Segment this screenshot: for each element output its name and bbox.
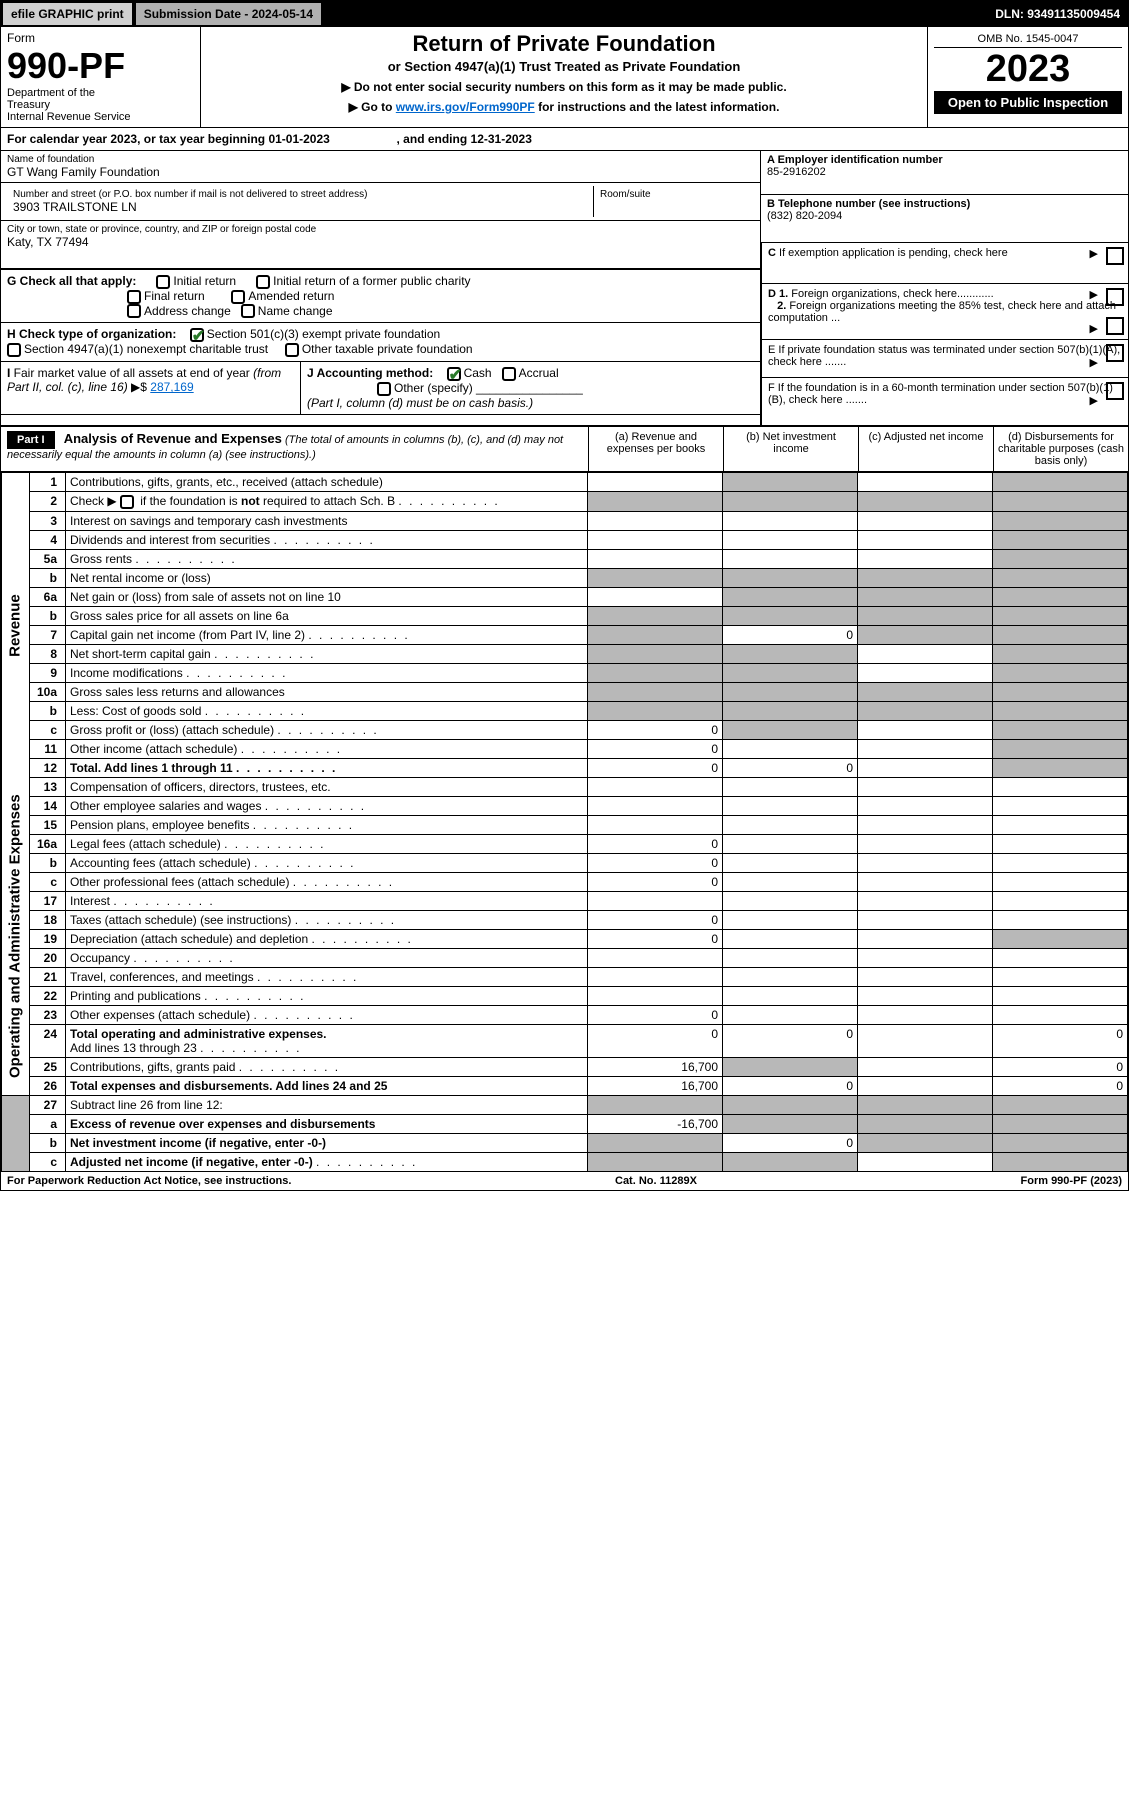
calendar-year-row: For calendar year 2023, or tax year begi… (1, 128, 1128, 151)
submission-date: Submission Date - 2024-05-14 (134, 1, 323, 27)
room-label: Room/suite (600, 189, 748, 200)
checkbox-sch-b[interactable] (120, 495, 134, 509)
section-c: C If exemption application is pending, c… (761, 243, 1128, 283)
part1-table: Revenue 1Contributions, gifts, grants, e… (1, 472, 1128, 1172)
revenue-side-label: Revenue (2, 473, 30, 778)
col-c-header: (c) Adjusted net income (858, 427, 993, 471)
checkbox-c[interactable] (1106, 247, 1124, 265)
checkbox-d2[interactable] (1106, 317, 1124, 335)
section-e: E If private foundation status was termi… (761, 339, 1128, 377)
open-public-badge: Open to Public Inspection (934, 91, 1122, 114)
section-i: I Fair market value of all assets at end… (1, 362, 301, 414)
city-label: City or town, state or province, country… (7, 224, 754, 235)
address: 3903 TRAILSTONE LN (13, 200, 587, 214)
city-state-zip: Katy, TX 77494 (7, 235, 754, 249)
section-f: F If the foundation is in a 60-month ter… (761, 377, 1128, 425)
checkbox-initial-return[interactable] (156, 275, 170, 289)
checkbox-initial-public[interactable] (256, 275, 270, 289)
telephone: (832) 820-2094 (767, 210, 1122, 222)
footer-mid: Cat. No. 11289X (615, 1175, 697, 1187)
form-word: Form (7, 31, 194, 45)
ein-label: A Employer identification number (767, 154, 1122, 166)
ein: 85-2916202 (767, 166, 1122, 178)
dept-treasury: Department of theTreasuryInternal Revenu… (7, 87, 194, 123)
section-j: J Accounting method: Cash Accrual Other … (301, 362, 760, 414)
checkbox-other-taxable[interactable] (285, 343, 299, 357)
part-label: Part I (7, 431, 55, 449)
foundation-name: GT Wang Family Foundation (7, 165, 754, 179)
tel-label: B Telephone number (see instructions) (767, 198, 1122, 210)
entity-info: Name of foundation GT Wang Family Founda… (1, 151, 1128, 426)
part1-header: Part I Analysis of Revenue and Expenses … (1, 426, 1128, 472)
form-number: 990-PF (7, 45, 194, 87)
checkbox-address-change[interactable] (127, 304, 141, 318)
efile-badge: efile GRAPHIC print (1, 1, 134, 27)
omb-number: OMB No. 1545-0047 (934, 31, 1122, 48)
checkbox-501c3[interactable] (190, 328, 204, 342)
col-d-header: (d) Disbursements for charitable purpose… (993, 427, 1128, 471)
address-label: Number and street (or P.O. box number if… (13, 189, 587, 200)
checkbox-4947a1[interactable] (7, 343, 21, 357)
checkbox-final-return[interactable] (127, 290, 141, 304)
checkbox-f[interactable] (1106, 382, 1124, 400)
note-ssn: ▶ Do not enter social security numbers o… (207, 80, 921, 94)
fmv-value: 287,169 (150, 380, 193, 394)
checkbox-other-method[interactable] (377, 382, 391, 396)
section-g: G Check all that apply: Initial return I… (1, 270, 760, 322)
dln: DLN: 93491135009454 (987, 3, 1128, 25)
irs-link[interactable]: www.irs.gov/Form990PF (396, 100, 535, 114)
col-b-header: (b) Net investment income (723, 427, 858, 471)
form-header: Form 990-PF Department of theTreasuryInt… (1, 27, 1128, 128)
checkbox-name-change[interactable] (241, 304, 255, 318)
note-link: ▶ Go to www.irs.gov/Form990PF for instru… (207, 100, 921, 114)
col-a-header: (a) Revenue and expenses per books (588, 427, 723, 471)
tax-year: 2023 (934, 48, 1122, 91)
top-bar: efile GRAPHIC print Submission Date - 20… (1, 1, 1128, 27)
footer: For Paperwork Reduction Act Notice, see … (1, 1172, 1128, 1190)
footer-left: For Paperwork Reduction Act Notice, see … (7, 1175, 291, 1187)
form-title: Return of Private Foundation (207, 31, 921, 57)
checkbox-e[interactable] (1106, 344, 1124, 362)
section-h: H Check type of organization: Section 50… (1, 322, 760, 361)
checkbox-d1[interactable] (1106, 288, 1124, 306)
checkbox-accrual[interactable] (502, 367, 516, 381)
form-subtitle: or Section 4947(a)(1) Trust Treated as P… (207, 59, 921, 74)
footer-right: Form 990-PF (2023) (1021, 1175, 1123, 1187)
expenses-side-label: Operating and Administrative Expenses (2, 777, 30, 1095)
section-d: D 1. Foreign organizations, check here..… (761, 283, 1128, 339)
checkbox-amended-return[interactable] (231, 290, 245, 304)
foundation-name-label: Name of foundation (7, 154, 754, 165)
checkbox-cash[interactable] (447, 367, 461, 381)
